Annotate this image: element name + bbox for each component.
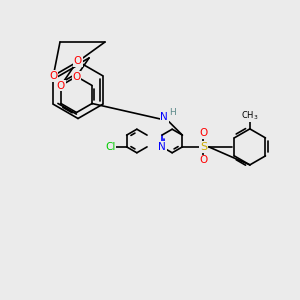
Text: CH$_3$: CH$_3$ [241, 109, 259, 122]
Text: O: O [57, 80, 65, 91]
Text: O: O [199, 128, 208, 138]
Text: O: O [72, 71, 81, 82]
Text: O: O [74, 56, 82, 67]
Text: O: O [49, 71, 57, 81]
Text: H: H [169, 107, 176, 116]
Text: S: S [200, 142, 207, 152]
Text: O: O [199, 155, 208, 165]
Text: N: N [158, 142, 166, 152]
Text: Cl: Cl [105, 142, 115, 152]
Text: N: N [160, 112, 168, 122]
